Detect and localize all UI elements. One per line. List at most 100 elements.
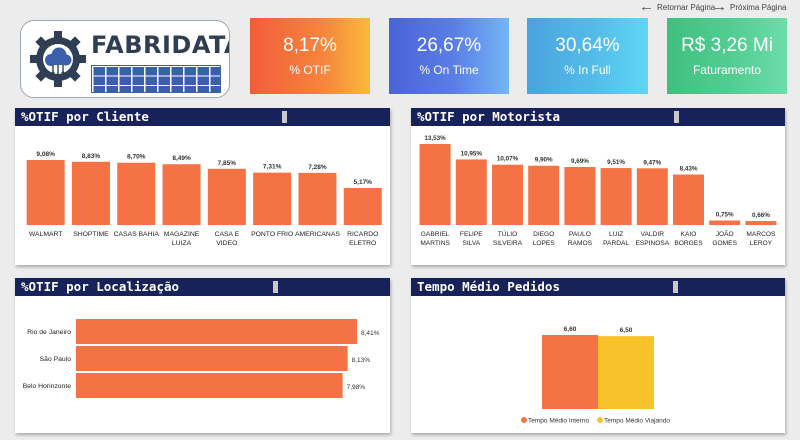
data-label: 8,49% (172, 155, 191, 162)
data-label: 7,98% (347, 384, 366, 391)
bar (598, 336, 654, 409)
data-label: 7,28% (308, 164, 327, 171)
data-label: 6,60 (564, 326, 577, 333)
data-label: 9,08% (36, 151, 55, 158)
bar-chart-cliente: 9,08% WALMART 8,83% SHOPTIME 8,70% CASAS BAHI… (26, 151, 382, 247)
bar-chart-tempo-medio: 6,60 6,50 Tempo Médio Interno Tempo Médio V… (521, 326, 670, 425)
data-label: 8,41% (361, 330, 380, 337)
next-page-label: Próxima Página (730, 2, 787, 12)
slicer-handle[interactable] (282, 111, 287, 123)
bar (455, 159, 487, 225)
data-label: 8,43% (680, 166, 698, 173)
category-label: SHOPTIME (73, 231, 109, 238)
category-label: JOÃO (716, 229, 734, 238)
slicer-handle[interactable] (673, 281, 678, 293)
bar (76, 373, 343, 398)
data-label: 8,83% (82, 153, 101, 160)
category-label: TÚLIO (498, 229, 517, 238)
logo: FABRIDATA (20, 20, 230, 98)
data-label: 9,69% (571, 158, 589, 165)
chart-panel-cliente: %OTIF por Cliente 9,08% WALMART 8,83% SHOPT… (15, 108, 390, 265)
panel-title-bar: %OTIF por Localização (15, 278, 390, 296)
data-label: 9,47% (643, 159, 661, 166)
arrow-right-icon: → (712, 0, 727, 15)
category-label: RICARDO (347, 231, 378, 238)
category-label: SILVA (462, 240, 480, 247)
data-label: 8,13% (352, 357, 371, 364)
category-label: DIEGO (533, 231, 554, 238)
category-label: BORGES (674, 240, 703, 247)
back-page-label: Retornar Página (657, 2, 716, 12)
kpi-label: % On Time (419, 63, 479, 77)
category-label: LUIZ (609, 231, 623, 238)
category-label: AMERICANAS (295, 231, 340, 238)
panel-title: %OTIF por Motorista (417, 109, 560, 124)
data-label: 9,51% (607, 159, 625, 166)
category-label: VALDIR (641, 231, 665, 238)
bar (709, 220, 741, 225)
category-label: VIDEO (216, 240, 237, 247)
category-label: LOPES (533, 240, 556, 247)
panel-title: %OTIF por Localização (21, 279, 180, 294)
category-label: WALMART (29, 231, 63, 238)
data-label: 6,50 (620, 327, 633, 334)
back-page-button[interactable]: ← Retornar Página (639, 0, 716, 14)
category-label: ESPINOSA (635, 240, 669, 247)
bar (76, 319, 357, 344)
data-label: 0,66% (752, 212, 770, 219)
chart-panel-motorista: %OTIF por Motorista 13,53% GABRIEL MARTINS… (411, 108, 785, 265)
kpi-label: % In Full (564, 63, 611, 77)
category-label: RAMOS (568, 240, 593, 247)
category-label: ELETRO (349, 240, 376, 247)
slicer-handle[interactable] (674, 111, 679, 123)
legend-label: Tempo Médio Viajando (604, 418, 670, 425)
kpi-value: 8,17% (283, 35, 337, 56)
category-label: São Paulo (40, 356, 72, 363)
category-label: PONTO FRIO (251, 231, 293, 238)
legend-marker (597, 417, 603, 423)
bar (636, 168, 668, 225)
kpi-value: R$ 3,26 Mi (681, 35, 773, 56)
category-label: FELIPE (460, 231, 483, 238)
category-label: GOMES (712, 240, 737, 247)
category-label: KAIO (681, 231, 697, 238)
data-label: 8,70% (127, 154, 146, 161)
bar (600, 168, 632, 225)
panel-title-bar: %OTIF por Motorista (411, 108, 785, 126)
logo-grid-graphic (91, 65, 221, 93)
next-page-button[interactable]: → Próxima Página (712, 0, 787, 15)
data-label: 7,31% (263, 164, 282, 171)
kpi-label: % OTIF (289, 63, 331, 77)
bar-chart-localizacao: Rio de Janeiro 8,41% São Paulo 8,13% Belo Ho… (23, 319, 380, 398)
bar (343, 187, 382, 225)
kpi-card-otif: 8,17% % OTIF (250, 18, 370, 94)
bar (117, 162, 156, 225)
data-label: 10,95% (461, 150, 483, 157)
category-label: PAULO (569, 231, 591, 238)
bar (564, 166, 596, 225)
slicer-handle[interactable] (273, 281, 278, 293)
panel-title-bar: Tempo Médio Pedidos (411, 278, 785, 296)
category-label: PARDAL (603, 240, 629, 247)
chart-panel-tempo-medio: Tempo Médio Pedidos 6,60 6,50 Tempo Médio … (411, 278, 785, 433)
category-label: MARCOS (746, 231, 776, 238)
bar-chart-motorista: 13,53% GABRIEL MARTINS 10,95% FELIPE SILVA 10,… (419, 135, 777, 247)
data-label: 7,85% (218, 160, 237, 167)
data-label: 10,07% (497, 156, 519, 163)
panel-title: Tempo Médio Pedidos (417, 279, 560, 294)
kpi-card-ontime: 26,67% % On Time (389, 18, 509, 94)
bar (26, 160, 65, 225)
category-label: MAGAZINE (164, 231, 200, 238)
category-label: CASAS BAHIA (114, 231, 160, 238)
chart-panel-localizacao: %OTIF por Localização Rio de Janeiro 8,41… (15, 278, 390, 433)
category-label: LEROY (750, 240, 773, 247)
cloud-gear-icon (30, 31, 86, 87)
kpi-value: 30,64% (555, 35, 620, 56)
category-label: Rio de Janeiro (27, 329, 71, 336)
panel-title-bar: %OTIF por Cliente (15, 108, 390, 126)
category-label: Belo Horinzonte (23, 383, 72, 390)
category-label: GABRIEL (421, 231, 450, 238)
bar (673, 174, 704, 225)
data-label: 13,53% (424, 135, 446, 142)
data-label: 5,17% (354, 179, 373, 186)
